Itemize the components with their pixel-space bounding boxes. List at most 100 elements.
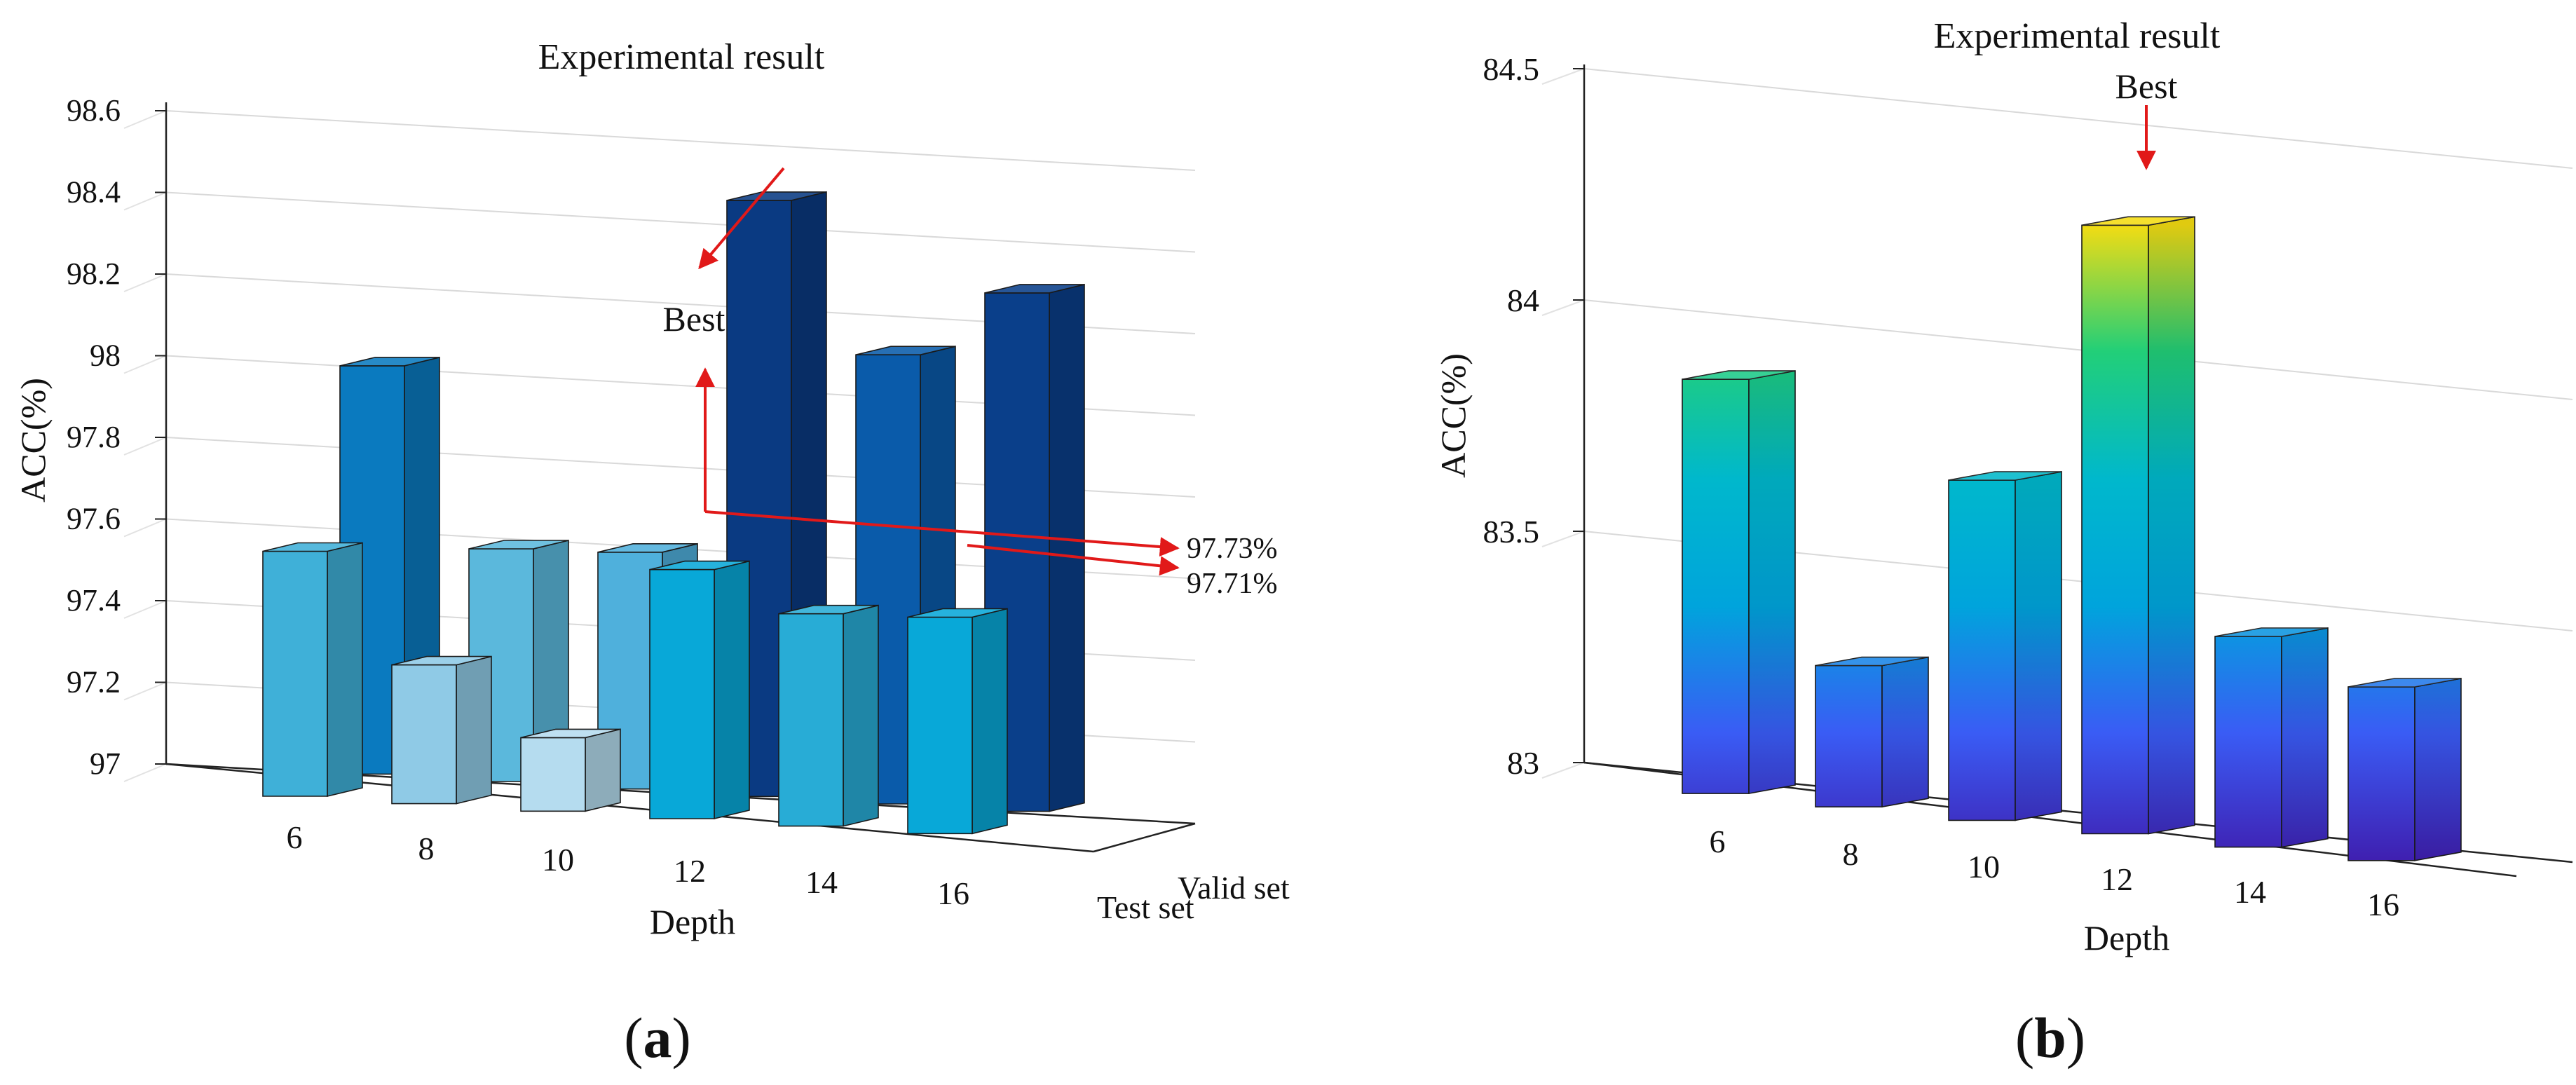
bar-test-8-a — [391, 664, 457, 805]
bar-side-shade-b — [1882, 657, 1928, 807]
y-tick-label-a: 98.6 — [67, 93, 121, 128]
panel-label-close-a: ) — [672, 1006, 691, 1070]
bar-top-valid-a — [468, 540, 569, 550]
bar-top-valid-a — [984, 284, 1085, 294]
annotation-best-b: Best — [2115, 67, 2178, 106]
bar-test-16-a — [907, 616, 973, 835]
bar-14-b — [2214, 636, 2282, 848]
bar-top-highlight-b — [1815, 657, 1928, 666]
bar-test-14-a — [778, 613, 844, 827]
grid-line-depth-a — [123, 681, 167, 701]
grid-line-depth-b — [1541, 762, 1585, 779]
bar-top-valid-a — [726, 191, 827, 201]
grid-line-depth-a — [123, 355, 167, 374]
bar-10-b — [1948, 479, 2016, 821]
y-axis-title-b: ACC(%) — [1433, 353, 1473, 478]
x-tick-label-b: 6 — [1710, 824, 1726, 859]
x-tick-label-b: 8 — [1843, 836, 1859, 872]
bar-top-b — [2347, 678, 2462, 688]
y-tick-label-a: 98 — [90, 339, 121, 373]
y-tick-label-a: 98.4 — [67, 175, 121, 210]
bar-test-12-a — [649, 568, 715, 819]
panel-label-close-b: ) — [2066, 1006, 2085, 1070]
annotation-value-valid-a: 97.73% — [1187, 533, 1278, 565]
bar-top-test-a — [391, 655, 492, 666]
bar-side-shade-b — [1749, 371, 1795, 794]
arrow-valid-a — [704, 510, 1180, 557]
bar-side-shade-b — [2282, 628, 2328, 847]
bar-side-test-a — [456, 655, 492, 805]
bar-side-shade-b — [2015, 472, 2062, 821]
bar-top-test-a — [262, 542, 363, 552]
bar-top-valid-a — [339, 357, 440, 367]
grid-line-depth-a — [123, 763, 167, 782]
y-tick-label-b: 84 — [1507, 282, 1539, 318]
bar-top-b — [1815, 656, 1929, 667]
bar-side-test-a — [327, 542, 363, 798]
bar-side-test-a — [585, 728, 621, 812]
bar-top-highlight-b — [1949, 472, 2062, 480]
x-tick-label-a: 10 — [542, 842, 574, 878]
y-tick-label-a: 97.8 — [67, 420, 121, 454]
bar-top-highlight-b — [2348, 678, 2461, 687]
bar-top-valid-a — [855, 346, 956, 356]
grid-line-depth-a — [123, 518, 167, 538]
x-tick-label-b: 12 — [2101, 861, 2133, 897]
bar-top-test-a — [649, 560, 750, 571]
bar-side-test-a — [972, 608, 1008, 835]
y-tick-label-b: 83.5 — [1483, 514, 1540, 550]
grid-line-y-b — [1583, 68, 2573, 169]
bar-side-valid-a — [1049, 283, 1085, 812]
bar-12-b — [2081, 224, 2149, 835]
grid-line-y-b — [1583, 299, 2573, 400]
y-tick-label-a: 97.2 — [67, 665, 121, 700]
grid-line-y-a — [165, 110, 1196, 171]
y-tick-label-a: 97.4 — [67, 583, 121, 617]
bar-top-highlight-b — [2082, 217, 2195, 226]
y-tick-label-a: 98.2 — [67, 257, 121, 291]
bar-side-test-a — [714, 560, 750, 820]
bar-top-b — [2214, 627, 2329, 637]
chart-title-a: Experimental result — [538, 37, 825, 77]
bar-test-10-a — [520, 737, 586, 812]
arrow-best-down-a — [698, 167, 785, 270]
bar-top-test-a — [520, 728, 621, 739]
x-axis-title-b: Depth — [2084, 918, 2169, 957]
y-tick-label-b: 83 — [1507, 745, 1539, 781]
x-tick-label-b: 10 — [1968, 849, 2000, 885]
bar-8-b — [1815, 664, 1883, 807]
bar-side-test-a — [843, 604, 879, 827]
grid-line-depth-a — [123, 191, 167, 211]
depth-axis-a — [1093, 822, 1196, 853]
bar-test-6-a — [262, 550, 328, 797]
bar-top-test-a — [778, 604, 879, 615]
panel-label-letter-a: a — [643, 1006, 672, 1070]
x-tick-label-b: 14 — [2234, 874, 2266, 910]
grid-line-depth-a — [123, 273, 167, 292]
grid-line-depth-b — [1541, 68, 1585, 85]
x-tick-label-a: 8 — [418, 831, 435, 866]
bar-16-b — [2347, 686, 2415, 861]
grid-line-depth-b — [1541, 531, 1585, 547]
grid-line-y-a — [165, 191, 1196, 253]
panel-label-open-a: ( — [624, 1006, 643, 1070]
arrow-test-a — [967, 544, 1180, 576]
bar-top-b — [1682, 370, 1796, 380]
bar-side-shade-b — [2415, 678, 2461, 861]
panel-label-b: (b) — [2015, 1006, 2085, 1070]
panel-a: 97 97.2 97.4 97.6 97.8 98 98.2 98.4 98.6 6 8 10 12 14… — [13, 37, 1290, 1070]
x-tick-label-a: 16 — [937, 875, 969, 911]
grid-line-depth-a — [123, 110, 167, 129]
series-label-test-a: Test set — [1097, 889, 1194, 925]
bar-top-b — [2081, 216, 2195, 226]
bar-top-b — [1948, 471, 2062, 481]
bar-side-shade-b — [2148, 217, 2195, 834]
grid-line-depth-a — [123, 600, 167, 619]
y-tick-label-b: 84.5 — [1483, 51, 1540, 87]
x-axis-title-a: Depth — [650, 902, 735, 941]
grid-line-depth-b — [1541, 299, 1585, 316]
x-tick-label-a: 14 — [805, 864, 838, 900]
y-axis-title-a: ACC(%) — [13, 378, 53, 503]
